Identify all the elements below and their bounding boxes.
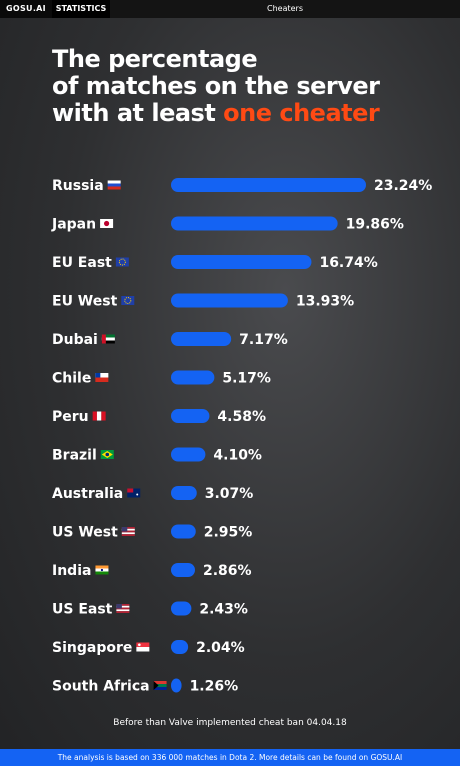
category-label: Japan (51, 217, 96, 233)
bar (171, 524, 196, 539)
value-label: 3.07% (205, 486, 254, 502)
bar (171, 293, 288, 308)
category-label: Russia (52, 178, 104, 194)
category-label: EU East (52, 255, 112, 271)
value-label: 7.17% (239, 332, 288, 348)
chart-note: Before than Valve implemented cheat ban … (113, 718, 347, 728)
bar (171, 640, 189, 654)
value-label: 2.43% (199, 602, 248, 618)
category-label: South Africa (52, 679, 150, 695)
bar (171, 486, 197, 500)
ru-flag-icon (107, 180, 121, 190)
za-flag-icon (153, 681, 167, 690)
bar (171, 216, 338, 231)
value-label: 23.24% (374, 178, 432, 194)
value-label: 4.58% (217, 409, 266, 425)
pe-flag-icon (92, 411, 106, 421)
value-label: 13.93% (296, 294, 354, 310)
ae-flag-icon (101, 334, 115, 344)
value-label: 1.26% (190, 679, 239, 695)
value-label: 2.04% (196, 640, 245, 656)
title-highlight: one cheater (223, 99, 380, 127)
title-line-2: of matches on the server (52, 72, 380, 100)
sg-flag-icon (136, 642, 150, 652)
value-label: 2.95% (204, 525, 253, 541)
section-title: Cheaters (267, 4, 303, 13)
bar (171, 601, 192, 616)
statistics-tab[interactable]: STATISTICS (52, 0, 110, 18)
title-line-3: with at least one cheater (52, 100, 452, 127)
chart-title: The percentage of matches on the server … (52, 46, 452, 127)
footer-banner[interactable]: The analysis is based on 336 000 matches… (0, 749, 460, 766)
category-label: Dubai (52, 332, 98, 348)
bar (171, 332, 232, 346)
title-line-1: The percentage (52, 45, 258, 73)
value-label: 5.17% (222, 371, 271, 387)
value-label: 4.10% (213, 448, 262, 464)
value-label: 16.74% (319, 255, 377, 271)
bar (171, 370, 215, 385)
value-label: 2.86% (203, 563, 252, 579)
in-flag-icon (95, 565, 109, 575)
category-label: Brazil (52, 448, 97, 464)
us-flag-icon (116, 604, 130, 613)
value-label: 19.86% (346, 217, 404, 233)
au-flag-icon (127, 488, 141, 498)
category-label: EU West (52, 294, 118, 310)
eu-flag-icon (115, 257, 129, 267)
br-flag-icon (100, 450, 114, 459)
bar (171, 409, 210, 423)
eu-flag-icon (121, 296, 135, 305)
top-bar: GOSU.AI STATISTICS Cheaters (0, 0, 460, 18)
us-flag-icon (121, 527, 135, 536)
bar (171, 678, 182, 693)
brand-logo[interactable]: GOSU.AI (0, 0, 52, 18)
title-line-3-prefix: with at least (52, 99, 224, 127)
category-label: US East (52, 602, 113, 618)
bar (171, 255, 312, 269)
bar (171, 447, 206, 462)
jp-flag-icon (100, 219, 114, 228)
category-label: Peru (52, 409, 89, 425)
category-label: India (52, 563, 91, 579)
category-label: Singapore (52, 640, 132, 656)
bar (171, 178, 366, 192)
category-label: Australia (52, 486, 123, 502)
category-label: Chile (52, 371, 91, 387)
bar (171, 563, 195, 577)
cl-flag-icon (95, 373, 109, 382)
category-label: US West (52, 525, 118, 541)
